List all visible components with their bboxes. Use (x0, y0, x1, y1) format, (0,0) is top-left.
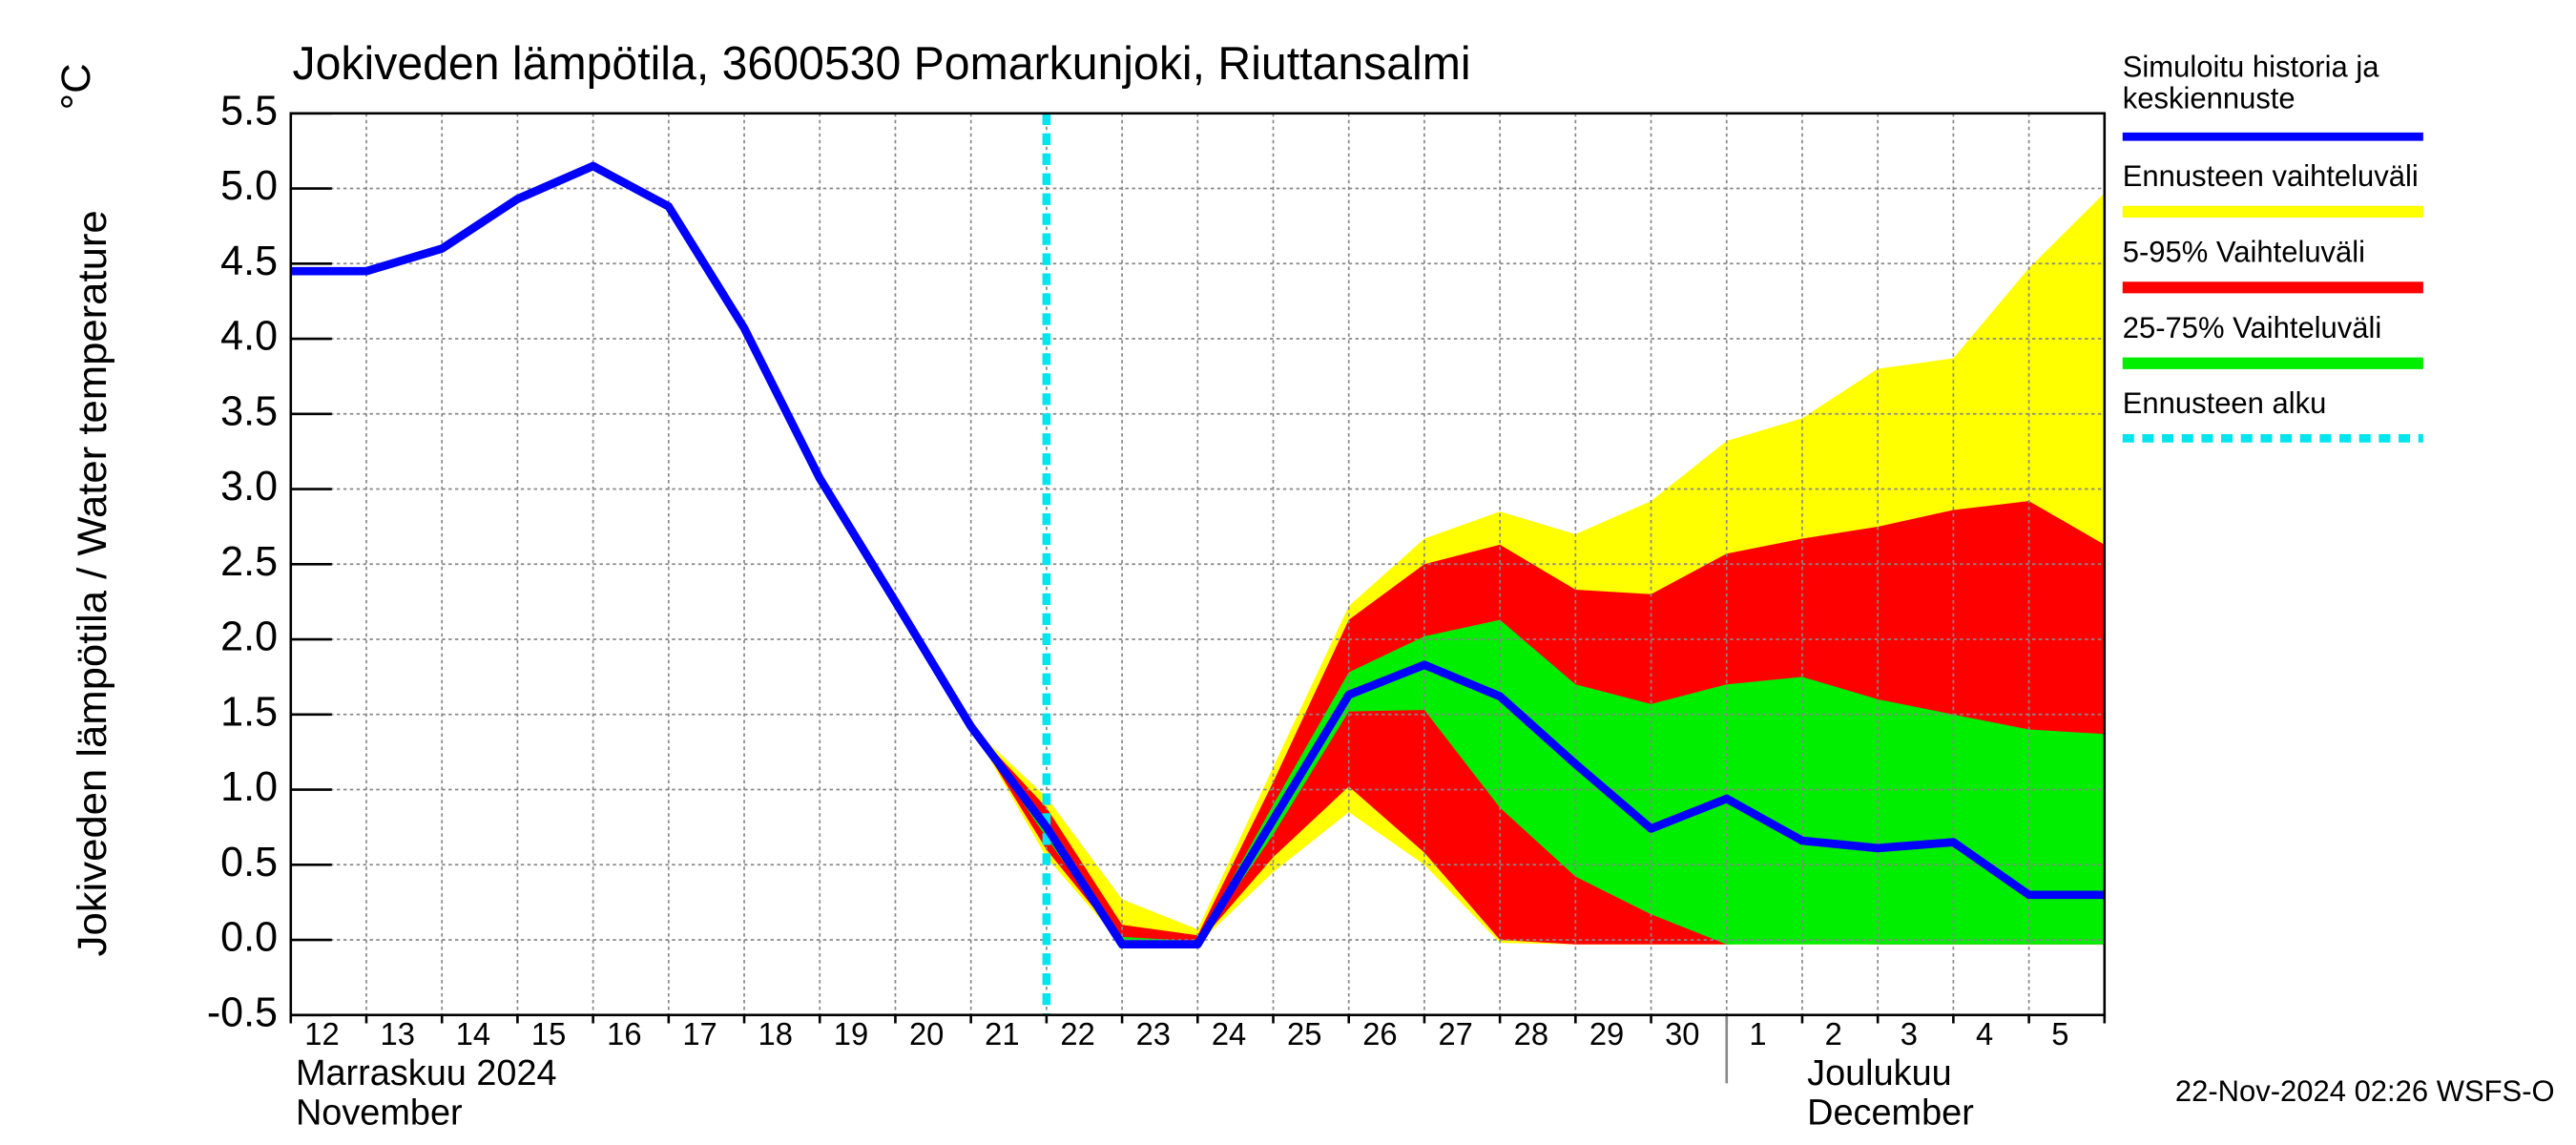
x-tick-label: 15 (531, 1016, 566, 1051)
y-tick-label: 0.0 (220, 914, 278, 960)
y-tick-label: 5.0 (220, 163, 278, 209)
plot-frame (289, 112, 2107, 1017)
x-tick-label: 21 (985, 1016, 1019, 1051)
month-label: Marraskuu 2024 (296, 1052, 557, 1093)
x-tick-label: 16 (607, 1016, 641, 1051)
y-tick-label: 2.0 (220, 614, 278, 659)
month-label: November (296, 1092, 463, 1133)
legend-label: Ennusteen vaihteluväli (2123, 159, 2419, 193)
x-tick-label: 25 (1287, 1016, 1321, 1051)
x-tick-label: 30 (1665, 1016, 1699, 1051)
y-tick-label: 3.5 (220, 388, 278, 434)
x-tick-label: 18 (758, 1016, 793, 1051)
legend-label: Simuloitu historia ja keskiennuste (2122, 52, 2379, 115)
x-tick-label: 13 (381, 1016, 415, 1051)
y-axis-unit: °C (53, 63, 99, 110)
legend-label: Ennusteen alku (2123, 386, 2327, 420)
y-tick-label: 3.0 (220, 464, 278, 510)
x-tick-label: 20 (909, 1016, 944, 1051)
y-tick-label: 4.5 (220, 239, 278, 284)
line (290, 161, 2105, 949)
timestamp: 22-Nov-2024 02:26 WSFS-O (2175, 1074, 2555, 1108)
band-area (970, 619, 2105, 945)
x-tick-label: 4 (1976, 1016, 1993, 1051)
x-tick-label: 24 (1212, 1016, 1246, 1051)
x-tick-label: 29 (1589, 1016, 1624, 1051)
y-tick-label: 5.5 (220, 88, 278, 134)
x-tick-label: 23 (1136, 1016, 1171, 1051)
x-tick-label: 2 (1825, 1016, 1842, 1051)
month-label: December (1807, 1092, 1974, 1133)
legend-label: 25-75% Vaihteluväli (2123, 311, 2382, 344)
month-label: Joulukuu (1807, 1052, 1952, 1093)
x-tick-label: 26 (1362, 1016, 1397, 1051)
y-tick-label: 1.5 (220, 689, 278, 735)
y-tick-label: 2.5 (220, 539, 278, 585)
x-tick-label: 22 (1060, 1016, 1094, 1051)
y-tick-label: -0.5 (207, 989, 278, 1035)
y-axis-label: Jokiveden lämpötila / Water temperature (71, 210, 116, 956)
y-tick-label: 4.0 (220, 313, 278, 359)
x-tick-label: 12 (304, 1016, 339, 1051)
x-tick-label: 1 (1749, 1016, 1766, 1051)
legend-label: 5-95% Vaihteluväli (2123, 235, 2365, 268)
legend-text-box: Simuloitu historia ja keskiennuste (2122, 52, 2379, 115)
x-tick-label: 28 (1514, 1016, 1548, 1051)
x-tick-label: 27 (1438, 1016, 1472, 1051)
y-tick-label: 1.0 (220, 764, 278, 810)
x-tick-label: 17 (682, 1016, 717, 1051)
x-tick-label: 3 (1901, 1016, 1918, 1051)
y-tick-label: 0.5 (220, 840, 278, 885)
x-tick-label: 19 (834, 1016, 868, 1051)
x-tick-label: 5 (2051, 1016, 2068, 1051)
x-tick-label: 14 (456, 1016, 490, 1051)
chart-title: Jokiveden lämpötila, 3600530 Pomarkunjok… (293, 37, 1471, 89)
